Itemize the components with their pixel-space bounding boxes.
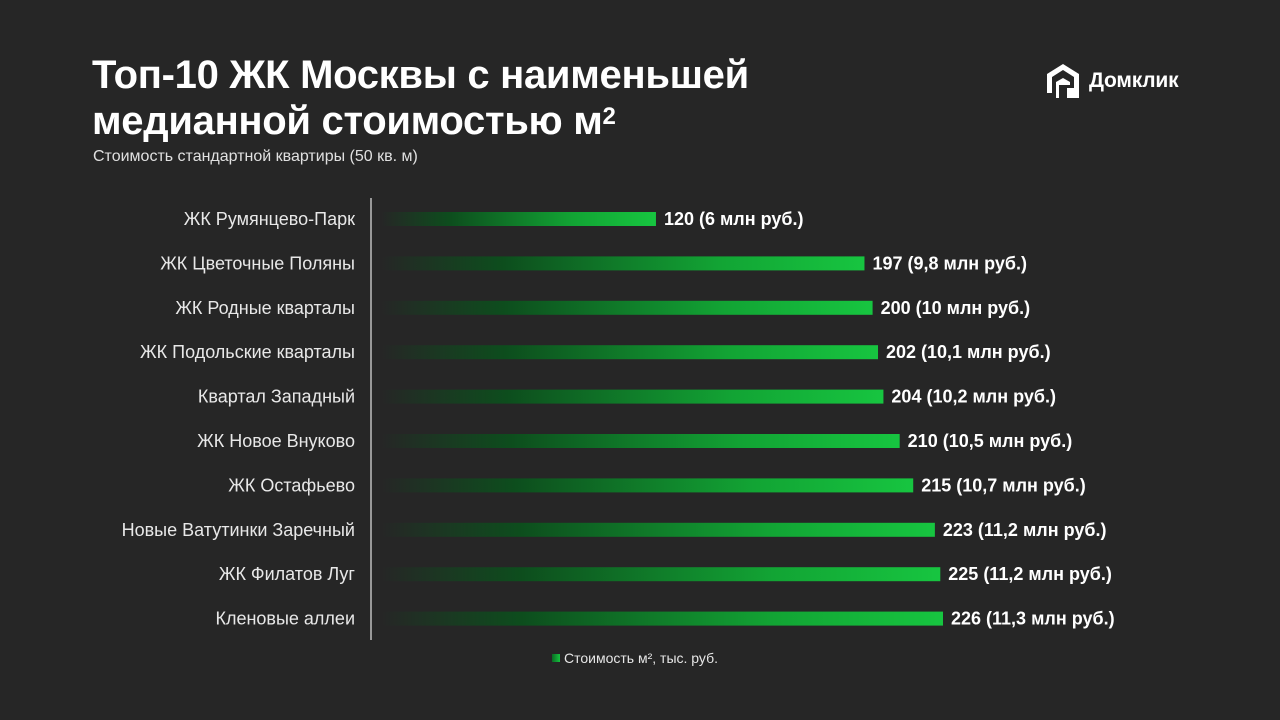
data-label: 202 (10,1 млн руб.) bbox=[886, 342, 1051, 362]
bar bbox=[381, 478, 914, 493]
domclick-logo: Домклик bbox=[1045, 62, 1179, 100]
bar bbox=[381, 300, 873, 315]
category-label: ЖК Остафьево bbox=[228, 475, 355, 495]
bar bbox=[381, 522, 935, 537]
title-line-2: медианной стоимостью м2 bbox=[92, 98, 749, 144]
data-label: 210 (10,5 млн руб.) bbox=[908, 431, 1073, 451]
data-label: 204 (10,2 млн руб.) bbox=[891, 387, 1056, 407]
domclick-house-icon bbox=[1047, 64, 1079, 98]
category-label: Квартал Западный bbox=[198, 387, 355, 407]
bar bbox=[381, 611, 943, 626]
bar bbox=[381, 256, 865, 271]
title-line-2-text: медианной стоимостью м bbox=[92, 99, 603, 143]
bar bbox=[381, 212, 656, 226]
category-label: Новые Ватутинки Заречный bbox=[122, 520, 355, 540]
chart-subtitle: Стоимость стандартной квартиры (50 кв. м… bbox=[93, 148, 418, 165]
legend-swatch bbox=[552, 654, 560, 662]
category-label: ЖК Подольские кварталы bbox=[140, 342, 355, 362]
bar bbox=[381, 567, 941, 582]
title-line-1: Топ-10 ЖК Москвы с наименьшей bbox=[92, 53, 749, 97]
bar bbox=[381, 434, 900, 448]
category-label: Кленовые аллеи bbox=[215, 609, 355, 629]
category-label: ЖК Родные кварталы bbox=[175, 298, 355, 318]
data-label: 197 (9,8 млн руб.) bbox=[872, 253, 1027, 273]
data-label: 226 (11,3 млн руб.) bbox=[951, 609, 1115, 629]
title-superscript: 2 bbox=[602, 103, 616, 130]
category-label: ЖК Цветочные Поляны bbox=[160, 253, 355, 273]
data-label: 200 (10 млн руб.) bbox=[881, 298, 1031, 318]
logo-text: Домклик bbox=[1089, 69, 1179, 92]
data-label: 120 (6 млн руб.) bbox=[664, 209, 804, 229]
bar bbox=[381, 345, 879, 360]
legend-label: Стоимость м², тыс. руб. bbox=[564, 650, 718, 666]
data-label: 215 (10,7 млн руб.) bbox=[921, 475, 1086, 495]
data-label: 223 (11,2 млн руб.) bbox=[943, 520, 1107, 540]
category-label: ЖК Новое Внуково bbox=[197, 431, 355, 451]
page-title: Топ-10 ЖК Москвы с наименьшей медианной … bbox=[92, 52, 749, 144]
category-label: ЖК Румянцево-Парк bbox=[184, 209, 355, 229]
category-label: ЖК Филатов Луг bbox=[219, 564, 356, 584]
data-label: 225 (11,2 млн руб.) bbox=[948, 564, 1112, 584]
bar bbox=[381, 389, 884, 404]
chart-legend: Стоимость м², тыс. руб. bbox=[552, 650, 718, 666]
